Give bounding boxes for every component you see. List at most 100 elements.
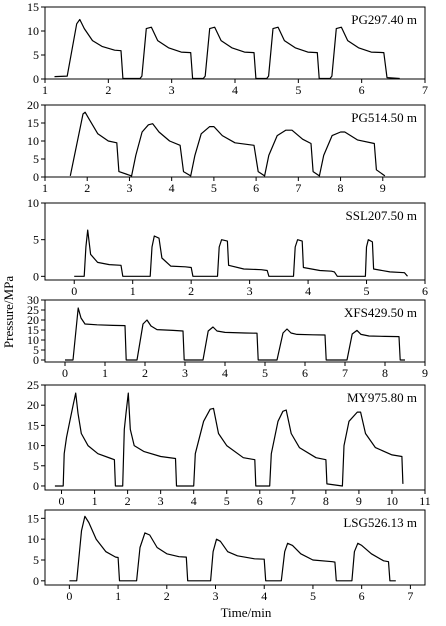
x-tick-label: 9 bbox=[356, 494, 362, 508]
y-tick-label: 0 bbox=[33, 353, 39, 367]
x-tick-label: 4 bbox=[261, 589, 267, 603]
x-tick-label: 2 bbox=[125, 494, 131, 508]
y-tick-label: 0 bbox=[33, 574, 39, 588]
x-tick-label: 3 bbox=[126, 181, 132, 195]
x-tick-label: 3 bbox=[247, 284, 253, 298]
pressure-series-line bbox=[54, 18, 400, 80]
panel-title: LSG526.13 m bbox=[343, 515, 417, 530]
x-tick-label: 3 bbox=[182, 366, 188, 380]
x-tick-label: 3 bbox=[158, 494, 164, 508]
y-tick-label: 0 bbox=[33, 269, 39, 283]
x-tick-label: 1 bbox=[102, 366, 108, 380]
y-tick-label: 15 bbox=[27, 0, 39, 14]
x-tick-label: 1 bbox=[115, 589, 121, 603]
x-tick-label: 8 bbox=[338, 181, 344, 195]
y-tick-label: 0 bbox=[33, 170, 39, 184]
y-tick-label: 10 bbox=[27, 439, 39, 453]
x-tick-label: 6 bbox=[302, 366, 308, 380]
y-tick-label: 5 bbox=[33, 152, 39, 166]
pressure-series-line bbox=[69, 111, 386, 177]
x-tick-label: 4 bbox=[222, 366, 228, 380]
x-tick-label: 7 bbox=[342, 366, 348, 380]
x-tick-label: 2 bbox=[188, 284, 194, 298]
pressure-series-line bbox=[69, 515, 396, 582]
pressure-series-line bbox=[54, 392, 404, 487]
y-tick-label: 5 bbox=[33, 553, 39, 567]
x-axis-title: Time/min bbox=[221, 605, 272, 620]
y-tick-label: 10 bbox=[27, 196, 39, 210]
y-tick-label: 5 bbox=[33, 459, 39, 473]
x-tick-label: 5 bbox=[364, 284, 370, 298]
x-tick-label: 3 bbox=[213, 589, 219, 603]
y-tick-label: 5 bbox=[33, 48, 39, 62]
x-tick-label: 5 bbox=[262, 366, 268, 380]
y-tick-label: 10 bbox=[27, 333, 39, 347]
panel-title: XFS429.50 m bbox=[344, 305, 417, 320]
plot-frame bbox=[44, 202, 426, 281]
pressure-series-line bbox=[74, 229, 408, 277]
x-tick-label: 2 bbox=[142, 366, 148, 380]
x-tick-label: 7 bbox=[295, 181, 301, 195]
x-tick-label: 4 bbox=[232, 83, 238, 97]
y-tick-label: 30 bbox=[27, 293, 39, 307]
y-tick-label: 25 bbox=[27, 378, 39, 392]
y-tick-label: 0 bbox=[33, 72, 39, 86]
y-tick-label: 20 bbox=[27, 398, 39, 412]
x-tick-label: 6 bbox=[422, 284, 428, 298]
y-tick-label: 20 bbox=[27, 98, 39, 112]
x-tick-label: 11 bbox=[419, 494, 431, 508]
x-tick-label: 6 bbox=[257, 494, 263, 508]
x-tick-label: 5 bbox=[295, 83, 301, 97]
y-tick-label: 15 bbox=[27, 323, 39, 337]
y-tick-label: 15 bbox=[27, 418, 39, 432]
x-tick-label: 7 bbox=[422, 83, 428, 97]
y-tick-label: 5 bbox=[33, 343, 39, 357]
x-tick-label: 5 bbox=[211, 181, 217, 195]
y-tick-label: 15 bbox=[27, 511, 39, 525]
x-tick-label: 2 bbox=[84, 181, 90, 195]
x-tick-label: 4 bbox=[169, 181, 175, 195]
y-tick-label: 25 bbox=[27, 303, 39, 317]
x-tick-label: 2 bbox=[164, 589, 170, 603]
x-tick-label: 6 bbox=[359, 589, 365, 603]
x-tick-label: 0 bbox=[59, 494, 65, 508]
y-tick-label: 10 bbox=[27, 532, 39, 546]
x-tick-label: 4 bbox=[305, 284, 311, 298]
x-tick-label: 0 bbox=[66, 589, 72, 603]
pressure-series-line bbox=[65, 307, 405, 361]
x-tick-label: 7 bbox=[290, 494, 296, 508]
y-axis-title: Pressure/MPa bbox=[1, 276, 16, 348]
x-tick-label: 3 bbox=[169, 83, 175, 97]
x-tick-label: 1 bbox=[92, 494, 98, 508]
panel-title: PG514.50 m bbox=[351, 110, 417, 125]
x-tick-label: 8 bbox=[382, 366, 388, 380]
x-tick-label: 2 bbox=[105, 83, 111, 97]
x-tick-label: 1 bbox=[42, 83, 48, 97]
y-tick-label: 5 bbox=[33, 233, 39, 247]
y-tick-label: 0 bbox=[33, 479, 39, 493]
plot-frame bbox=[44, 509, 426, 586]
x-tick-label: 9 bbox=[422, 366, 428, 380]
x-tick-label: 5 bbox=[310, 589, 316, 603]
y-tick-label: 20 bbox=[27, 313, 39, 327]
y-tick-label: 15 bbox=[27, 116, 39, 130]
plot-frame bbox=[44, 384, 426, 491]
x-tick-label: 1 bbox=[42, 181, 48, 195]
x-tick-label: 10 bbox=[386, 494, 398, 508]
y-tick-label: 10 bbox=[27, 24, 39, 38]
panel-title: PG297.40 m bbox=[351, 12, 417, 27]
x-tick-label: 1 bbox=[130, 284, 136, 298]
y-tick-label: 10 bbox=[27, 134, 39, 148]
x-tick-label: 0 bbox=[62, 366, 68, 380]
x-tick-label: 4 bbox=[191, 494, 197, 508]
x-tick-label: 6 bbox=[253, 181, 259, 195]
x-tick-label: 9 bbox=[380, 181, 386, 195]
x-tick-label: 5 bbox=[224, 494, 230, 508]
x-tick-label: 0 bbox=[71, 284, 77, 298]
panel-title: MY975.80 m bbox=[347, 390, 417, 405]
x-tick-label: 7 bbox=[407, 589, 413, 603]
x-tick-label: 6 bbox=[359, 83, 365, 97]
x-tick-label: 8 bbox=[323, 494, 329, 508]
panel-title: SSL207.50 m bbox=[345, 208, 417, 223]
